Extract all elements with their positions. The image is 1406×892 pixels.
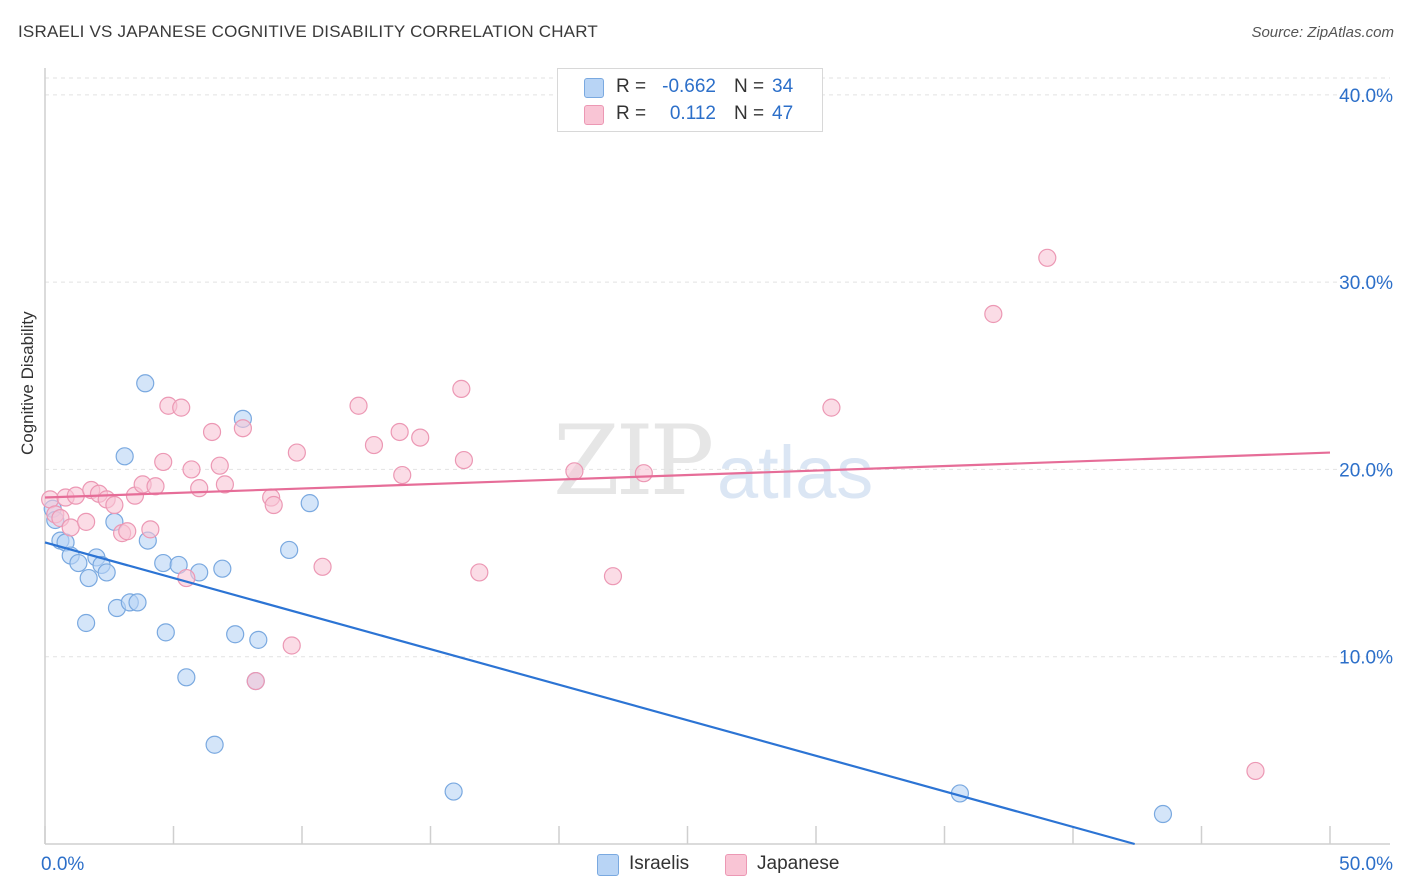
israelis-point xyxy=(136,374,155,393)
japanese-point xyxy=(454,450,474,470)
japanese-point xyxy=(246,671,265,691)
chart-title: ISRAELI VS JAPANESE COGNITIVE DISABILITY… xyxy=(18,22,598,41)
japanese-point xyxy=(984,304,1003,324)
japanese-point xyxy=(146,477,165,496)
israelis-n-label: N = xyxy=(734,76,765,97)
israelis-point xyxy=(177,668,196,687)
israelis-point xyxy=(128,593,147,612)
japanese-point xyxy=(210,456,229,475)
israelis-point xyxy=(249,630,268,649)
israelis-point xyxy=(77,613,96,633)
japanese-point xyxy=(411,428,430,447)
japanese-point xyxy=(215,475,234,494)
israelis-legend-label: Israelis xyxy=(629,853,690,874)
japanese-point xyxy=(287,443,306,462)
japanese-r-value: 0.112 xyxy=(669,103,716,124)
israelis-point xyxy=(79,568,98,588)
japanese-point xyxy=(154,452,173,472)
israelis-trend-line xyxy=(44,541,1135,846)
japanese-point xyxy=(452,379,471,398)
y-tick-label: 20.0% xyxy=(1339,460,1393,481)
japanese-point xyxy=(233,419,252,438)
y-tick-label: 40.0% xyxy=(1339,86,1393,107)
israelis-r-value: -0.662 xyxy=(662,76,716,97)
japanese-swatch xyxy=(584,105,604,125)
y-tick-label: 30.0% xyxy=(1339,273,1393,294)
japanese-point xyxy=(264,495,283,515)
japanese-point xyxy=(1246,761,1265,781)
japanese-point xyxy=(565,462,584,481)
y-tick-label: 10.0% xyxy=(1339,648,1393,669)
japanese-point xyxy=(603,567,623,586)
israelis-point xyxy=(154,553,173,573)
japanese-point xyxy=(313,557,332,576)
israelis-point xyxy=(69,553,88,573)
japanese-point xyxy=(364,435,384,455)
japanese-legend-swatch xyxy=(725,854,747,876)
japanese-point xyxy=(61,518,80,537)
y-axis-label: Cognitive Disability xyxy=(18,311,37,455)
japanese-point xyxy=(634,464,653,483)
israelis-point xyxy=(300,494,319,513)
israelis-r-label: R = xyxy=(616,76,647,97)
israelis-point xyxy=(1153,804,1173,824)
japanese-point xyxy=(182,460,201,479)
legend-row-israelis: R = -0.662 N = 34 xyxy=(558,74,822,100)
japanese-trend-line xyxy=(44,451,1331,499)
israelis-point xyxy=(213,559,232,578)
israelis-point xyxy=(444,782,463,801)
japanese-point xyxy=(349,396,368,415)
japanese-point xyxy=(393,465,412,485)
x-tick-label: 0.0% xyxy=(41,854,84,875)
japanese-n-label: N = xyxy=(734,103,765,124)
japanese-point xyxy=(105,495,124,515)
israelis-point xyxy=(205,735,224,754)
israelis-point xyxy=(156,623,175,642)
japanese-point xyxy=(390,422,409,442)
japanese-legend-label: Japanese xyxy=(757,853,840,874)
israelis-point xyxy=(280,540,299,560)
israelis-legend-swatch xyxy=(597,854,619,876)
japanese-point xyxy=(282,636,301,655)
x-tick-label: 50.0% xyxy=(1339,854,1393,875)
japanese-point xyxy=(77,512,96,531)
watermark-zip: ZIP xyxy=(553,405,714,517)
japanese-point xyxy=(141,520,160,539)
israelis-point xyxy=(226,625,245,644)
japanese-point xyxy=(470,563,489,582)
japanese-point xyxy=(172,398,191,417)
japanese-point xyxy=(202,422,222,442)
israelis-point xyxy=(97,563,116,582)
japanese-point xyxy=(822,398,841,417)
japanese-point xyxy=(190,479,209,498)
japanese-r-label: R = xyxy=(616,103,647,124)
israelis-swatch xyxy=(584,78,604,98)
israelis-n-value: 34 xyxy=(772,76,794,97)
japanese-point xyxy=(1038,248,1057,267)
source-label: Source: ZipAtlas.com xyxy=(1251,24,1394,41)
legend-row-japanese: R = 0.112 N = 47 xyxy=(558,101,822,127)
japanese-point xyxy=(118,522,137,541)
japanese-n-value: 47 xyxy=(772,103,794,124)
israelis-point xyxy=(115,447,134,466)
correlation-legend: R = -0.662 N = 34 R = 0.112 N = 47 xyxy=(557,68,823,132)
